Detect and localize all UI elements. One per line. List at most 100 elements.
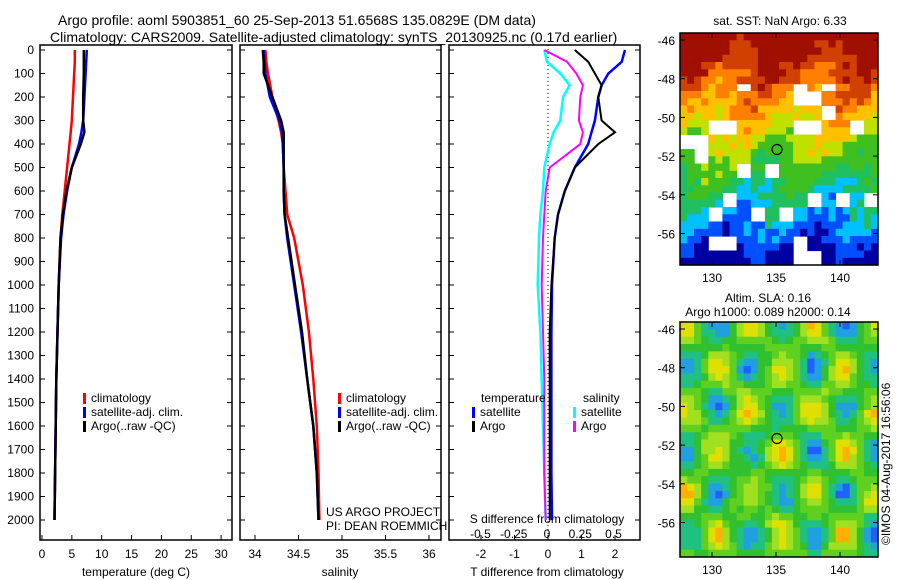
map-cell [701, 388, 709, 396]
map-cell [870, 344, 879, 352]
map-cell [849, 47, 858, 56]
map-cell [757, 76, 766, 85]
map-cell [729, 461, 738, 470]
map-cell [743, 236, 752, 244]
map-cell [786, 221, 794, 230]
map-cell [694, 185, 702, 194]
map-cell [842, 380, 851, 389]
map-cell [828, 69, 837, 78]
x2-tick-label: 0.25 [569, 527, 593, 541]
map-cell [870, 446, 879, 455]
map-cell [828, 156, 837, 165]
map-cell [863, 329, 872, 338]
map-cell [715, 402, 723, 411]
map-cell [779, 512, 787, 521]
map-cell [814, 344, 822, 352]
map-cell [694, 250, 702, 259]
map-cell [828, 336, 837, 345]
map-cell [835, 47, 844, 56]
map-cell [701, 505, 709, 514]
map-cell [764, 199, 773, 208]
map-cell [750, 535, 759, 543]
map-cell [814, 336, 822, 345]
map-cell [757, 47, 766, 56]
map-cell [821, 120, 829, 128]
map-cell [736, 185, 745, 194]
map-cell [835, 62, 844, 70]
legend-swatch [338, 421, 341, 432]
map-cell [849, 329, 858, 338]
map-cell [694, 236, 702, 244]
map-cell [764, 512, 773, 521]
map-cell [694, 322, 702, 330]
map-cell [729, 156, 738, 165]
map-cell [870, 76, 879, 85]
map-cell [680, 351, 688, 360]
map-cell [708, 410, 716, 418]
map-cell [694, 512, 702, 521]
map-cell [715, 112, 723, 121]
map-cell [800, 527, 808, 536]
map-cell [687, 236, 695, 244]
map-cell [835, 535, 844, 543]
map-cell [701, 483, 709, 492]
map-cell [842, 120, 851, 128]
map-cell [856, 236, 865, 244]
map-cell [856, 163, 865, 172]
map-cell [722, 178, 730, 186]
map-cell [694, 490, 702, 499]
map-cell [680, 91, 688, 99]
map-cell [821, 366, 829, 374]
map-cell [800, 490, 808, 499]
map-cell [821, 373, 829, 382]
map-cell [722, 91, 730, 99]
map-cell [849, 344, 858, 352]
map-cell [729, 520, 738, 529]
map-cell [821, 149, 829, 157]
map-cell [842, 47, 851, 56]
map-cell [786, 388, 794, 396]
map-cell [708, 461, 716, 470]
map-cell [701, 468, 709, 477]
map-cell [694, 163, 702, 172]
map-cell [849, 170, 858, 179]
map-cell [764, 192, 773, 201]
map-cell [736, 98, 745, 107]
map-cell [842, 417, 851, 426]
map-cell [870, 149, 879, 157]
map-cell [856, 134, 865, 143]
map-cell [779, 454, 787, 462]
map-cell [708, 62, 716, 70]
map-cell [701, 410, 709, 418]
map-cell [779, 236, 787, 244]
legend-label: satellite-adj. clim. [346, 405, 438, 419]
map-cell [870, 156, 879, 165]
map-cell [793, 214, 801, 223]
map-cell [694, 542, 702, 551]
map-cell [701, 373, 709, 382]
map-cell [729, 214, 738, 223]
map-cell [814, 163, 822, 172]
map-cell [687, 498, 695, 507]
map-cell [793, 402, 801, 411]
map-cell [764, 149, 773, 157]
map-cell [842, 69, 851, 78]
map-cell [835, 257, 844, 266]
map-cell [736, 468, 745, 477]
map-cell [715, 439, 723, 448]
tdiff-argo-line [548, 49, 617, 520]
map-cell [828, 388, 837, 396]
map-cell [835, 454, 844, 462]
map-cell [680, 490, 688, 499]
map-cell [863, 141, 872, 150]
map-cell [750, 185, 759, 194]
map-cell [715, 512, 723, 521]
map-cell [821, 156, 829, 165]
map-cell [842, 76, 851, 85]
map-cell [863, 105, 872, 114]
map-cell [750, 498, 759, 507]
map-cell [870, 535, 879, 543]
map-cell [757, 192, 766, 201]
map-cell [807, 549, 815, 558]
map-cell [821, 461, 829, 470]
